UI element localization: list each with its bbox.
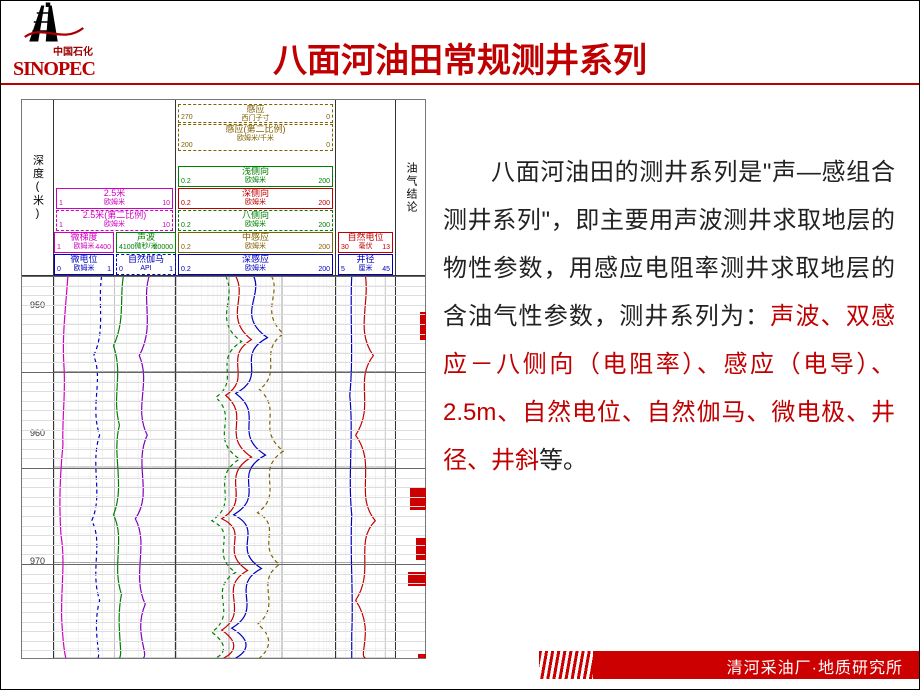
interp-bar [420, 312, 426, 340]
page-title: 八面河油田常规测井系列 [1, 33, 919, 82]
footer-text: 清河采油厂·地质研究所 [727, 654, 903, 678]
track-box: 深侧向欧姆米0.2200 [178, 188, 333, 209]
track-box: 深感应欧姆米0.2200 [178, 254, 333, 275]
well-log-figure: 深度(米) 2.5米欧姆米1102.5米(第二比例)欧姆米110微梯度欧姆米14… [21, 99, 426, 659]
track-box: 自然电位毫伏3013 [338, 232, 393, 253]
para-tail: 等。 [539, 447, 587, 474]
interp-bar [418, 654, 426, 658]
wlog-data: 950960970 [22, 276, 425, 658]
interp-header: 油气结论 [396, 100, 426, 276]
body-paragraph: 八面河油田的测井系列是"声—感组合测井系列"，即主要用声波测井求取地层的物性参数… [443, 149, 895, 485]
title-rule [1, 83, 919, 85]
track-box: 感应西门子寸2700 [178, 104, 333, 123]
track-box: 八侧向欧姆米0.2200 [178, 210, 333, 231]
track-box: 井径厘米545 [338, 254, 393, 275]
track-box: 微梯度欧姆米14400 [54, 232, 114, 253]
track-box: 中感应欧姆米0.2200 [178, 232, 333, 253]
footer-bar: 清河采油厂·地质研究所 [579, 651, 919, 679]
track-box: 2.5米欧姆米110 [56, 188, 173, 209]
track2-header: 感应西门子寸2700感应(第二比例)欧姆米/千米2000 浅侧向欧姆米0.2200… [176, 100, 336, 276]
interp-bar [416, 538, 426, 560]
interp-label: 油气结论 [403, 162, 419, 214]
track-box: 感应(第二比例)欧姆米/千米2000 [178, 124, 333, 151]
wlog-header: 深度(米) 2.5米欧姆米1102.5米(第二比例)欧姆米110微梯度欧姆米14… [22, 100, 425, 276]
depth-label: 深度(米) [30, 155, 46, 222]
track-box: 声波微秒/米410020000 [116, 232, 176, 253]
depth-header: 深度(米) [22, 100, 54, 276]
track-box: 浅侧向欧姆米0.2200 [178, 166, 333, 187]
track-box: 2.5米(第二比例)欧姆米110 [56, 210, 173, 231]
track-box: 微电位欧姆米01 [54, 254, 114, 275]
track1-header: 2.5米欧姆米1102.5米(第二比例)欧姆米110微梯度欧姆米14400声波微… [54, 100, 176, 276]
track3-header: 自然电位毫伏3013井径厘米545 [336, 100, 396, 276]
track-box: 自然伽马API01 [116, 254, 176, 275]
